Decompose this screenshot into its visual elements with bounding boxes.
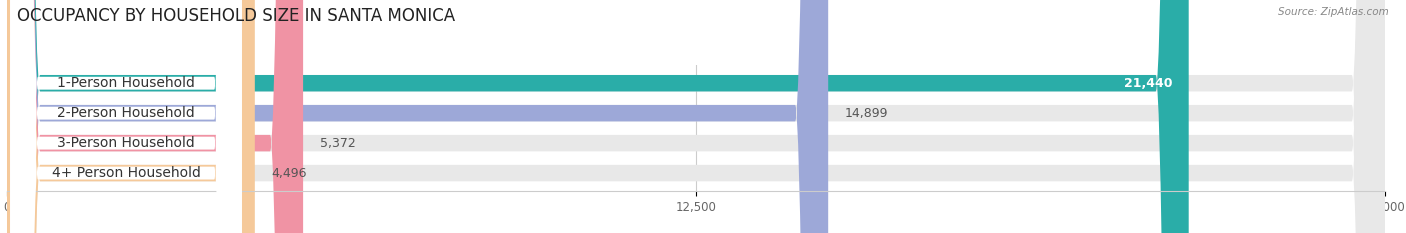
Text: OCCUPANCY BY HOUSEHOLD SIZE IN SANTA MONICA: OCCUPANCY BY HOUSEHOLD SIZE IN SANTA MON…	[17, 7, 456, 25]
FancyBboxPatch shape	[7, 0, 254, 233]
Text: 3-Person Household: 3-Person Household	[58, 136, 195, 150]
FancyBboxPatch shape	[7, 0, 1188, 233]
FancyBboxPatch shape	[7, 0, 304, 233]
FancyBboxPatch shape	[7, 0, 1385, 233]
FancyBboxPatch shape	[10, 0, 242, 233]
Text: Source: ZipAtlas.com: Source: ZipAtlas.com	[1278, 7, 1389, 17]
FancyBboxPatch shape	[7, 0, 1385, 233]
Text: 1-Person Household: 1-Person Household	[58, 76, 195, 90]
Text: 5,372: 5,372	[319, 137, 356, 150]
Text: 2-Person Household: 2-Person Household	[58, 106, 195, 120]
Text: 21,440: 21,440	[1123, 77, 1173, 90]
Text: 4,496: 4,496	[271, 167, 307, 180]
Text: 4+ Person Household: 4+ Person Household	[52, 166, 201, 180]
FancyBboxPatch shape	[10, 0, 242, 233]
FancyBboxPatch shape	[7, 0, 1385, 233]
FancyBboxPatch shape	[10, 0, 242, 233]
FancyBboxPatch shape	[7, 0, 828, 233]
Text: 14,899: 14,899	[845, 107, 889, 120]
FancyBboxPatch shape	[10, 0, 242, 233]
FancyBboxPatch shape	[7, 0, 1385, 233]
